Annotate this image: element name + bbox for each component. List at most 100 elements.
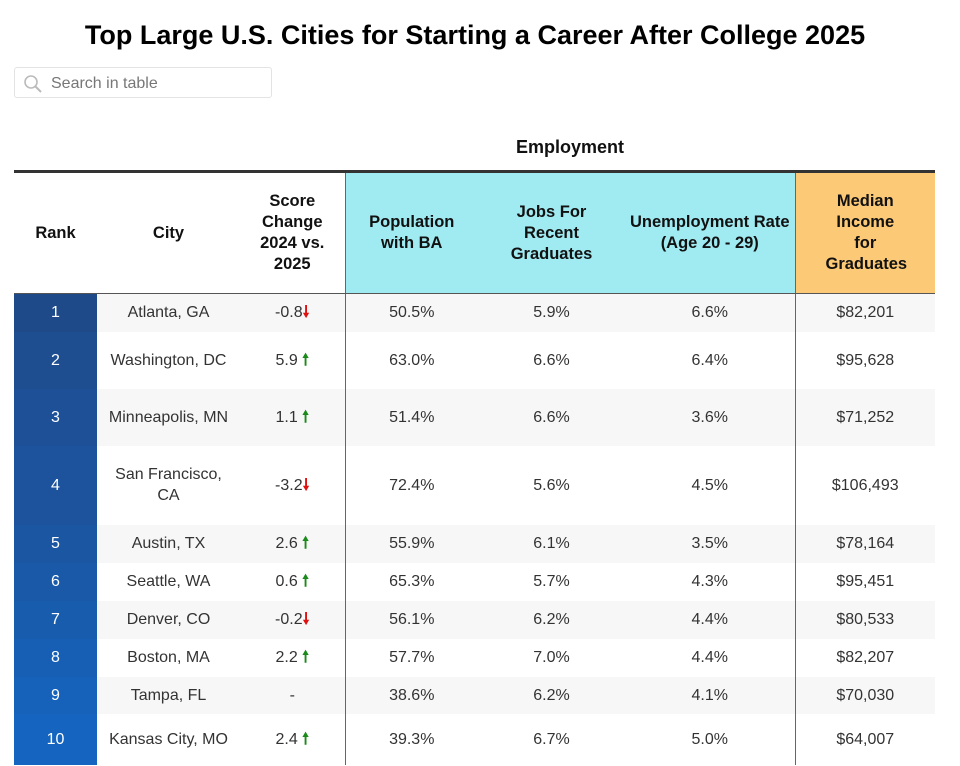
score-change-cell: -0.8🠗	[240, 293, 345, 332]
col-header-score-change[interactable]: Score Change 2024 vs. 2025	[240, 170, 345, 294]
score-change-cell: 1.1 🠕	[240, 388, 345, 446]
col-header-population-ba[interactable]: Population with BA	[344, 170, 478, 294]
median-income-cell: $82,201	[794, 293, 935, 332]
score-change-value: 2.2	[275, 649, 298, 666]
page-title: Top Large U.S. Cities for Starting a Car…	[84, 20, 866, 50]
city-cell: Boston, MA	[127, 649, 210, 666]
table-row: 7 Denver, CO -0.2🠗 56.1% 6.2% 4.4% $80,533	[14, 600, 935, 639]
unemployment-cell: 3.6%	[625, 388, 795, 446]
score-change-value: -3.2	[275, 476, 303, 494]
unemployment-cell: 6.4%	[691, 351, 728, 369]
table-row: 2 Washington, DC 5.9 🠕 63.0% 6.6% 6.4% $95,628	[14, 331, 935, 389]
median-income-cell: $80,533	[794, 600, 935, 639]
city-cell: Tampa, FL	[97, 676, 240, 714]
jobs-cell: 6.2%	[478, 600, 625, 639]
score-change-cell: 2.6 🠕	[240, 524, 345, 563]
jobs-cell: 7.0%	[533, 649, 570, 666]
arrow-down-icon: 🠗	[302, 611, 310, 628]
score-change-cell: 2.2 🠕	[240, 639, 345, 677]
arrow-up-icon: 🠕	[297, 573, 310, 590]
city-cell: Washington, DC	[110, 351, 227, 369]
jobs-cell: 6.1%	[478, 524, 625, 563]
table-row: 5 Austin, TX 2.6 🠕 55.9% 6.1% 3.5% $78,164	[14, 524, 935, 563]
score-change-value: 2.4	[275, 730, 298, 748]
score-change-value: 2.6	[275, 535, 298, 552]
median-income-cell: $64,007	[794, 713, 935, 765]
rank-cell: 10	[14, 713, 97, 765]
arrow-up-icon: 🠕	[297, 351, 310, 369]
unemployment-cell: 5.0%	[691, 730, 728, 748]
population-ba-cell: 65.3%	[344, 562, 478, 601]
table-row: 4 San Francisco, CA -3.2🠗 72.4% 5.6% 4.5% $106…	[14, 445, 935, 525]
search-box[interactable]	[14, 67, 272, 98]
score-change-value: 0.6	[275, 573, 298, 590]
arrow-up-icon: 🠕	[297, 730, 310, 748]
arrow-up-icon: 🠕	[297, 408, 310, 426]
score-change-value: -0.2	[275, 611, 303, 628]
rank-cell: 4	[14, 445, 97, 525]
search-icon	[24, 75, 42, 93]
rank-cell: 8	[14, 638, 97, 677]
score-change-cell: 2.4 🠕	[240, 714, 345, 765]
median-income-cell: $70,030	[794, 676, 935, 714]
population-ba-cell: 38.6%	[344, 676, 478, 714]
rank-cell: 9	[14, 676, 97, 714]
population-ba-cell: 57.7%	[344, 638, 478, 677]
population-ba-cell: 72.4%	[344, 445, 478, 525]
unemployment-cell: 4.4%	[625, 600, 795, 639]
population-ba-cell: 39.3%	[344, 713, 478, 765]
col-header-jobs[interactable]: Jobs For Recent Graduates	[478, 170, 625, 294]
jobs-cell: 5.6%	[533, 476, 570, 494]
unemployment-cell: 3.5%	[625, 524, 795, 563]
unemployment-cell: 4.1%	[625, 676, 795, 714]
col-header-rank[interactable]: Rank	[14, 170, 97, 294]
population-ba-cell: 55.9%	[344, 524, 478, 563]
score-change-value: 5.9	[275, 351, 298, 369]
table-row: 9 Tampa, FL - 38.6% 6.2% 4.1% $70,030	[14, 676, 935, 714]
arrow-down-icon: 🠗	[302, 304, 310, 322]
rank-cell: 2	[14, 331, 97, 389]
population-ba-cell: 51.4%	[344, 388, 478, 446]
median-income-cell: $71,252	[794, 388, 935, 446]
score-change-cell: 5.9 🠕	[240, 332, 345, 389]
rank-cell: 5	[14, 524, 97, 563]
median-income-cell: $95,628	[794, 331, 935, 389]
median-income-cell: $95,451	[794, 562, 935, 601]
rank-cell: 7	[14, 600, 97, 639]
score-change-cell: -3.2🠗	[240, 446, 345, 525]
score-change-value: -	[289, 686, 295, 704]
jobs-cell: 6.6%	[533, 351, 570, 369]
arrow-up-icon: 🠕	[297, 649, 310, 666]
score-change-value: 1.1	[275, 408, 298, 426]
population-ba-cell: 50.5%	[344, 293, 478, 332]
median-income-cell: $106,493	[794, 445, 935, 525]
table-row: 6 Seattle, WA 0.6 🠕 65.3% 5.7% 4.3% $95,451	[14, 562, 935, 601]
city-cell: Denver, CO	[97, 600, 240, 639]
cities-table: Rank City Score Change 2024 vs. 2025 Pop…	[14, 170, 935, 765]
table-row: 3 Minneapolis, MN 1.1 🠕 51.4% 6.6% 3.6% $71,25…	[14, 388, 935, 446]
col-header-median-income[interactable]: Median Income for Graduates	[794, 170, 935, 294]
header-row: Rank City Score Change 2024 vs. 2025 Pop…	[14, 170, 935, 294]
unemployment-cell: 6.6%	[625, 293, 795, 332]
score-change-cell: -0.2🠗	[240, 600, 345, 639]
city-cell: Austin, TX	[97, 524, 240, 563]
jobs-cell: 6.2%	[478, 676, 625, 714]
unemployment-cell: 4.5%	[691, 476, 728, 494]
score-change-cell: -	[240, 676, 345, 714]
table-row: 1 Atlanta, GA -0.8🠗 50.5% 5.9% 6.6% $82,201	[14, 293, 935, 332]
median-income-cell: $82,207	[794, 638, 935, 677]
arrow-up-icon: 🠕	[297, 535, 310, 552]
unemployment-cell: 4.3%	[691, 573, 728, 590]
jobs-cell: 6.7%	[533, 730, 570, 748]
score-change-cell: 0.6 🠕	[240, 563, 345, 601]
city-cell: San Francisco, CA	[115, 466, 222, 504]
table-row: 10 Kansas City, MO 2.4 🠕 39.3% 6.7% 5.0% $64,0…	[14, 713, 935, 765]
table-row: 8 Boston, MA 2.2 🠕 57.7% 7.0% 4.4% $82,207	[14, 638, 935, 677]
search-input[interactable]	[49, 72, 268, 96]
col-header-city[interactable]: City	[97, 170, 240, 294]
rank-cell: 1	[14, 293, 97, 332]
population-ba-cell: 63.0%	[344, 331, 478, 389]
score-change-value: -0.8	[275, 304, 303, 322]
col-header-unemployment[interactable]: Unemployment Rate (Age 20 - 29)	[625, 170, 795, 294]
rank-cell: 3	[14, 388, 97, 446]
